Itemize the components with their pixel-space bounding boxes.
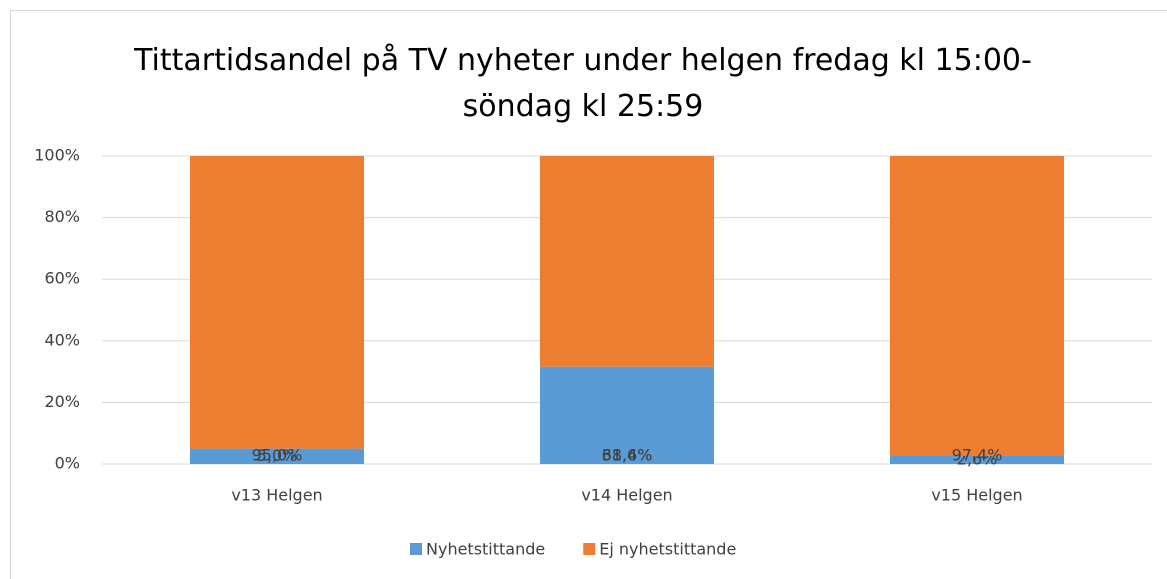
bar-segment [540,366,714,464]
data-label: 5,0% [257,446,298,465]
bar-segment [890,455,1064,464]
bar-segment [890,156,1064,456]
y-tick-label: 60% [44,269,80,288]
x-tick-label: v14 Helgen [581,486,672,505]
bar-segment [190,448,364,464]
y-tick-label: 0% [55,454,80,473]
y-tick-label: 100% [34,146,80,165]
x-tick-label: v13 Helgen [231,486,322,505]
chart-title: Tittartidsandel på TV nyheter under helg… [134,43,1032,124]
data-label: 97,4% [952,446,1003,465]
chart-border [10,10,1167,579]
legend-swatch [410,543,422,555]
y-tick-label: 20% [44,392,80,411]
data-label: 31,6% [602,446,653,465]
legend-label: Ej nyhetstittande [599,540,736,559]
legend-label: Nyhetstittande [426,540,545,559]
y-tick-label: 40% [44,330,80,349]
bar-segment [190,156,364,449]
bar-segment [540,156,714,367]
y-tick-label: 80% [44,207,80,226]
legend-swatch [583,543,596,555]
data-label: 68,4% [602,446,653,465]
x-tick-label: v15 Helgen [931,486,1022,505]
data-label: 95,0% [252,446,303,465]
